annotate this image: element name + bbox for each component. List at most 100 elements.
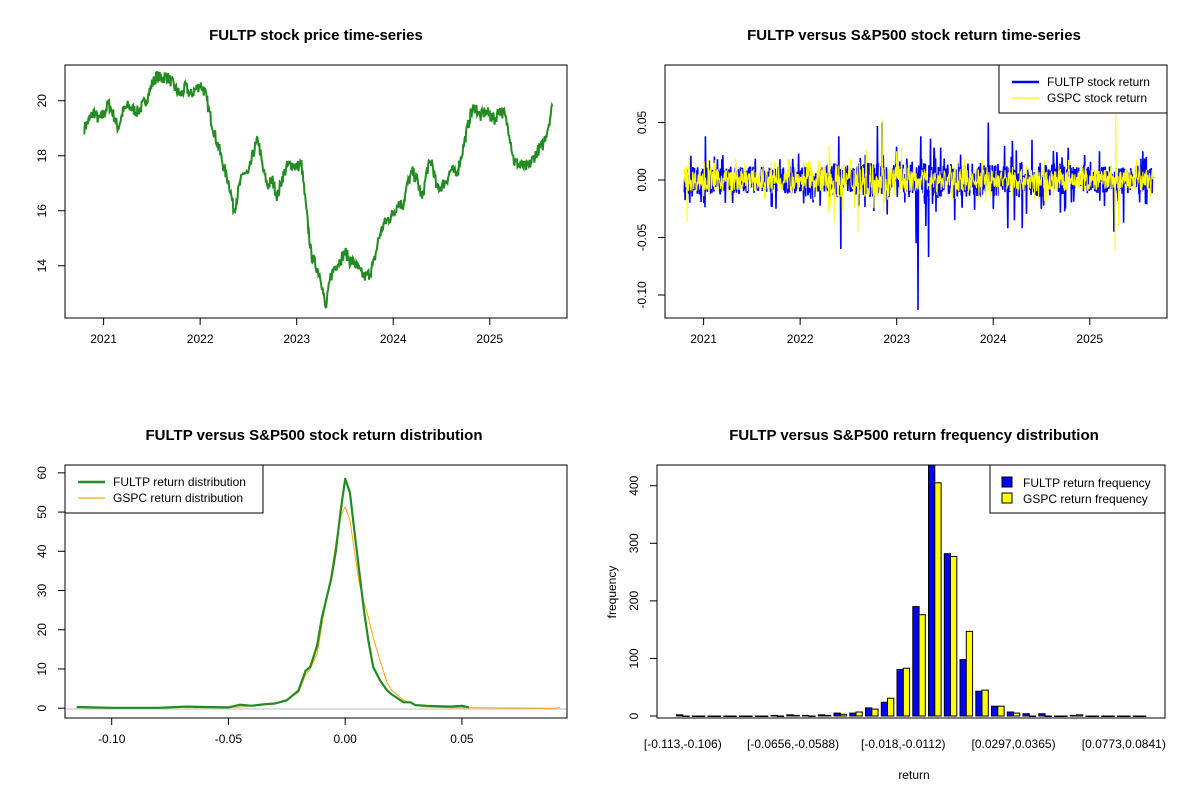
gspc-frequency-bar bbox=[918, 614, 926, 717]
fultp-frequency-bar bbox=[1022, 713, 1030, 717]
price-x-tick-label: 2021 bbox=[90, 332, 117, 346]
density-x-tick-label: -0.05 bbox=[215, 732, 243, 746]
fultp-frequency-bar bbox=[802, 714, 810, 717]
fultp-frequency-bar bbox=[833, 712, 841, 717]
fultp-frequency-bar bbox=[739, 715, 747, 717]
gspc-frequency-bar bbox=[713, 715, 722, 717]
fultp-density-line bbox=[76, 477, 470, 709]
gspc-density-line bbox=[193, 506, 561, 709]
histogram-chart-title: FULTP versus S&P500 return frequency dis… bbox=[729, 427, 1099, 444]
legend-label-fultp-distribution: FULTP return distribution bbox=[113, 475, 246, 489]
gspc-frequency-bar bbox=[1123, 715, 1131, 717]
density-x-axis: -0.10 -0.05 0.00 0.05 bbox=[98, 718, 474, 746]
fultp-frequency-bar bbox=[1038, 713, 1046, 717]
price-y-tick-label: 18 bbox=[35, 149, 49, 163]
gspc-frequency-bar bbox=[808, 715, 816, 717]
returns-x-tick-label: 2025 bbox=[1076, 332, 1103, 346]
price-x-axis: 2021 2022 2023 2024 2025 bbox=[90, 318, 503, 346]
price-x-tick-label: 2025 bbox=[476, 332, 503, 346]
gspc-frequency-bar bbox=[698, 715, 706, 717]
histogram-x-tick-label: [-0.113,-0.106) bbox=[644, 737, 722, 751]
returns-y-tick-label: -0.10 bbox=[635, 281, 649, 309]
gspc-frequency-bar bbox=[997, 705, 1005, 717]
price-x-tick-label: 2024 bbox=[380, 332, 407, 346]
histogram-x-tick-label: [0.0773,0.0841) bbox=[1082, 737, 1166, 751]
returns-chart: FULTP versus S&P500 stock return time-se… bbox=[635, 27, 1168, 346]
returns-plot-frame bbox=[664, 64, 1168, 319]
fultp-frequency-bar bbox=[817, 714, 826, 717]
histogram-y-tick-label: 300 bbox=[627, 533, 641, 553]
histogram-x-axis: [-0.113,-0.106) [-0.0656,-0.0588) [-0.018,… bbox=[644, 737, 1166, 751]
fultp-frequency-bar bbox=[943, 553, 952, 717]
fultp-frequency-bar bbox=[1085, 715, 1093, 717]
legend-label-gspc-frequency: GSPC return frequency bbox=[1023, 492, 1148, 506]
density-y-tick-label: 40 bbox=[35, 544, 49, 558]
histogram-chart: FULTP versus S&P500 return frequency dis… bbox=[605, 427, 1166, 782]
gspc-frequency-bar bbox=[761, 715, 769, 717]
fultp-frequency-bar bbox=[754, 715, 763, 717]
histogram-y-axis: 0 100 200 300 400 bbox=[627, 475, 657, 719]
price-x-tick-label: 2023 bbox=[283, 332, 310, 346]
legend-swatch-gspc-frequency bbox=[1001, 492, 1013, 504]
gspc-frequency-bar bbox=[824, 714, 832, 717]
price-line bbox=[83, 70, 554, 309]
histogram-x-label: return bbox=[898, 768, 929, 782]
fultp-frequency-bar bbox=[1117, 715, 1125, 717]
price-chart: FULTP stock price time-series 2021 2022 20… bbox=[35, 27, 568, 346]
legend-label-gspc-return: GSPC stock return bbox=[1047, 91, 1147, 105]
returns-x-tick-label: 2022 bbox=[787, 332, 814, 346]
fultp-frequency-bar bbox=[691, 715, 700, 717]
density-series bbox=[76, 477, 561, 709]
gspc-frequency-bar bbox=[1028, 715, 1037, 717]
returns-series bbox=[683, 114, 1154, 310]
fultp-frequency-bar bbox=[912, 606, 920, 717]
fultp-frequency-bar bbox=[896, 668, 904, 717]
fultp-frequency-bar bbox=[880, 701, 889, 717]
gspc-frequency-bar bbox=[871, 708, 879, 717]
histogram-legend-box bbox=[989, 464, 1166, 514]
price-y-tick-label: 16 bbox=[35, 204, 49, 218]
gspc-frequency-bar bbox=[839, 713, 848, 717]
price-y-tick-label: 14 bbox=[35, 259, 49, 273]
gspc-frequency-bar bbox=[776, 715, 785, 717]
legend-swatch-fultp-frequency bbox=[1001, 476, 1013, 488]
returns-y-tick-label: -0.05 bbox=[635, 224, 649, 252]
density-y-tick-label: 50 bbox=[35, 505, 49, 519]
returns-legend: FULTP stock return GSPC stock return bbox=[998, 64, 1168, 114]
density-y-tick-label: 30 bbox=[35, 584, 49, 598]
density-x-tick-label: 0.05 bbox=[450, 732, 474, 746]
returns-y-axis: -0.10 -0.05 0.00 0.05 bbox=[635, 110, 665, 309]
returns-y-tick-label: 0.05 bbox=[635, 110, 649, 134]
fultp-frequency-bar bbox=[959, 659, 967, 717]
returns-x-tick-label: 2023 bbox=[883, 332, 910, 346]
fultp-return-line bbox=[683, 122, 1154, 310]
fultp-frequency-bar bbox=[1069, 714, 1078, 717]
fultp-frequency-bar bbox=[770, 714, 778, 717]
density-x-tick-label: -0.10 bbox=[98, 732, 126, 746]
fultp-frequency-bar bbox=[991, 705, 999, 717]
density-y-axis: 0 10 20 30 40 50 60 bbox=[35, 466, 65, 712]
histogram-y-label: frequency bbox=[605, 566, 619, 619]
fultp-frequency-bar bbox=[865, 707, 873, 717]
gspc-frequency-bar bbox=[1013, 712, 1021, 717]
legend-label-fultp-return: FULTP stock return bbox=[1047, 75, 1150, 89]
fultp-frequency-bar bbox=[1132, 715, 1141, 717]
histogram-y-tick-label: 400 bbox=[627, 475, 641, 495]
histogram-y-tick-label: 200 bbox=[627, 591, 641, 611]
gspc-frequency-bar bbox=[1060, 715, 1068, 717]
density-legend-box bbox=[64, 464, 264, 514]
gspc-frequency-bar bbox=[1076, 714, 1084, 717]
gspc-frequency-bar bbox=[1091, 715, 1100, 717]
histogram-x-tick-label: [-0.018,-0.0112) bbox=[861, 737, 946, 751]
price-chart-title: FULTP stock price time-series bbox=[209, 27, 423, 44]
density-plot-frame bbox=[64, 464, 568, 719]
fultp-frequency-bar bbox=[1101, 715, 1109, 717]
fultp-frequency-bar bbox=[676, 714, 684, 717]
gspc-frequency-bar bbox=[934, 482, 942, 717]
gspc-return-line bbox=[683, 114, 1153, 252]
gspc-frequency-bar bbox=[965, 630, 974, 717]
histogram-x-tick-label: [0.0297,0.0365) bbox=[972, 737, 1056, 751]
histogram-legend: FULTP return frequency GSPC return frequ… bbox=[989, 464, 1166, 514]
gspc-frequency-bar bbox=[729, 715, 737, 717]
